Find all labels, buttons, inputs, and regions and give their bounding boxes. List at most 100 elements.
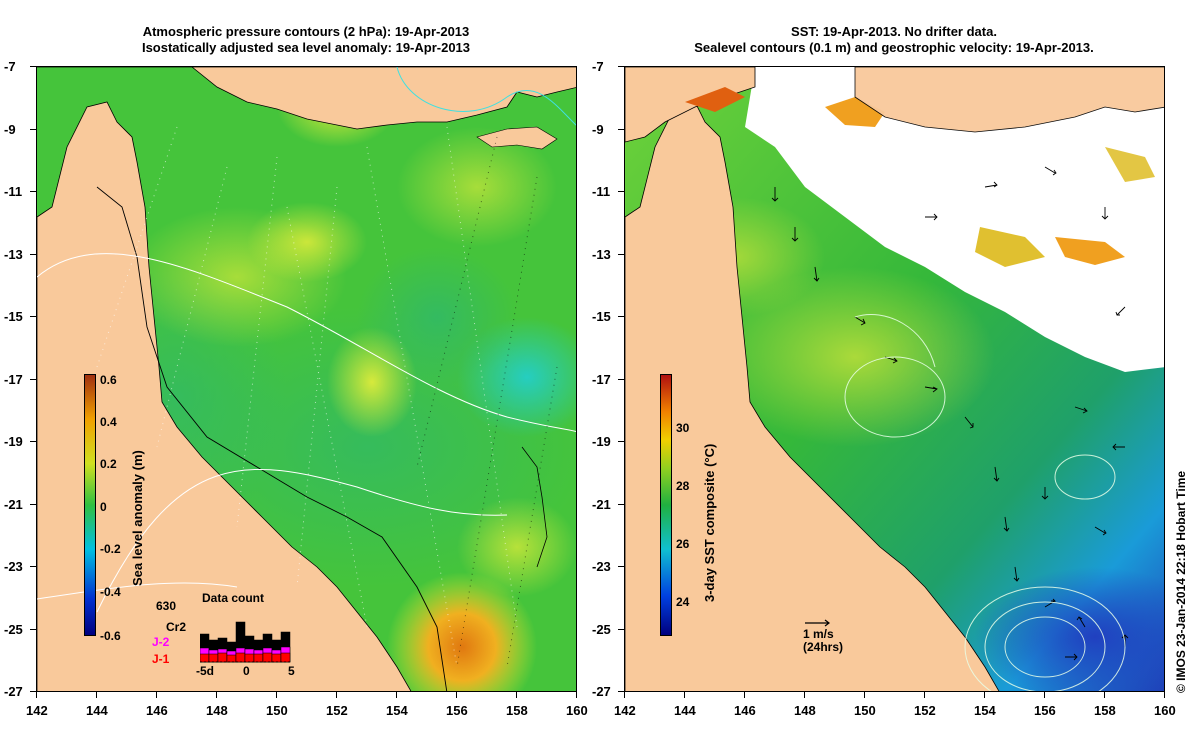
data-count-histogram — [200, 621, 292, 663]
left-title-line1: Atmospheric pressure contours (2 hPa): 1… — [142, 24, 470, 39]
histogram-bar-7-2 — [262, 652, 273, 663]
left-lon-tick-9: 160 — [566, 703, 588, 718]
right-lat-tick-10: -27 — [592, 684, 611, 699]
right-lat-tick-8: -23 — [592, 559, 611, 574]
histogram-bar-0-2 — [200, 653, 210, 663]
data-count-title: Data count — [202, 591, 265, 605]
no-data-region — [745, 67, 1164, 372]
left-lon-tick-3: 148 — [206, 703, 228, 718]
right-lat-tick-0: -7 — [592, 59, 604, 74]
sst-colorbar-tick-3: 24 — [676, 595, 690, 609]
right-lat-tickmark-2 — [618, 191, 624, 192]
right-lat-tickmark-3 — [618, 253, 624, 255]
right-lon-tick-5: 152 — [914, 703, 936, 718]
histogram-bar-6-2 — [253, 653, 264, 663]
velocity-arrows — [771, 166, 1129, 661]
right-lon-tickmark-3 — [804, 692, 805, 698]
left-lat-tickmark-0 — [30, 66, 36, 67]
left-lat-tick-1: -9 — [4, 121, 16, 137]
right-lon-tick-6: 154 — [974, 703, 996, 718]
left-lon-tickmark-3 — [216, 692, 217, 698]
right-lat-tickmark-0 — [618, 66, 624, 67]
histogram-bar-5-2 — [244, 653, 255, 663]
left-lat-tick-4: -15 — [4, 309, 23, 324]
right-lon-tick-9: 160 — [1154, 703, 1176, 718]
right-lon-tick-7: 156 — [1034, 703, 1056, 718]
sea-level-colorbar-tick-1: 0.4 — [100, 415, 117, 429]
right-lon-tickmark-2 — [744, 692, 745, 698]
velocity-scale-line2: (24hrs) — [803, 640, 844, 654]
left-lon-tickmark-1 — [96, 692, 97, 698]
left-lat-tick-3: -13 — [4, 246, 23, 262]
right-title-line1: SST: 19-Apr-2013. No drifter data. — [791, 24, 997, 39]
left-lon-tickmark-5 — [336, 692, 337, 698]
right-lon-tickmark-7 — [1044, 692, 1045, 698]
left-lat-tickmark-8 — [30, 566, 36, 567]
left-lon-tick-0: 142 — [26, 703, 48, 718]
sst-colorbar-tick-1: 28 — [676, 479, 690, 493]
sst-map — [624, 66, 1165, 692]
sea-level-map — [36, 66, 577, 692]
left-title: Atmospheric pressure contours (2 hPa): 1… — [36, 24, 576, 56]
left-lat-tickmark-5 — [30, 378, 36, 380]
histogram-bar-8-2 — [271, 653, 282, 663]
right-lon-tick-1: 144 — [674, 703, 696, 718]
sea-level-colorbar-tick-5: -0.4 — [100, 585, 121, 599]
left-lon-tickmark-6 — [396, 692, 397, 698]
right-lon-tickmark-9 — [1164, 692, 1165, 698]
right-title-line2: Sealevel contours (0.1 m) and geostrophi… — [694, 40, 1094, 55]
right-lat-tickmark-10 — [618, 691, 624, 692]
velocity-scale-label: 1 m/s (24hrs) — [803, 628, 843, 654]
left-lon-tick-4: 150 — [266, 703, 288, 718]
right-lat-tickmark-1 — [618, 128, 624, 130]
new-guinea-landmass — [37, 67, 576, 130]
left-lat-tick-6: -19 — [4, 434, 23, 449]
left-lon-tickmark-7 — [456, 692, 457, 698]
right-lat-tickmark-5 — [618, 378, 624, 380]
right-lon-tick-0: 142 — [614, 703, 636, 718]
right-lon-tick-8: 158 — [1094, 703, 1116, 718]
right-lon-tick-4: 150 — [854, 703, 876, 718]
right-lat-tick-6: -19 — [592, 434, 611, 449]
left-lat-tickmark-7 — [30, 503, 36, 505]
left-lon-tickmark-2 — [156, 692, 157, 698]
right-lon-tickmark-8 — [1104, 692, 1105, 698]
left-lon-tick-8: 158 — [506, 703, 528, 718]
sea-level-colorbar-tick-3: 0 — [100, 500, 107, 514]
left-lon-tick-1: 144 — [86, 703, 108, 718]
left-lat-tickmark-4 — [30, 316, 36, 317]
left-lon-tick-2: 146 — [146, 703, 168, 718]
left-lat-tickmark-1 — [30, 128, 36, 130]
left-title-line2: Isostatically adjusted sea level anomaly… — [141, 40, 471, 55]
sea-level-map-svg — [37, 67, 576, 691]
right-lon-tickmark-5 — [924, 692, 925, 698]
left-lat-tickmark-3 — [30, 253, 36, 255]
imos-credit: © IMOS 23-Jan-2014 22:18 Hobart Time — [1174, 470, 1188, 693]
data-count-xtick-0: -5d — [196, 664, 214, 678]
left-lat-tick-0: -7 — [4, 59, 16, 74]
right-lat-tickmark-6 — [618, 441, 624, 442]
legend-cr2: Cr2 — [166, 620, 187, 634]
data-count-xtick-2: 5 — [288, 664, 295, 678]
right-lon-tickmark-1 — [684, 692, 685, 698]
sst-map-svg — [625, 67, 1164, 691]
right-lon-tickmark-0 — [624, 692, 625, 698]
right-lat-tick-9: -25 — [592, 621, 611, 637]
right-lat-tick-7: -21 — [592, 496, 611, 512]
legend-j1: J-1 — [152, 652, 170, 666]
right-lat-tickmark-9 — [618, 628, 624, 630]
left-lon-tickmark-0 — [36, 692, 37, 698]
data-count-max-label: 630 — [156, 599, 177, 613]
histogram-bar-9-2 — [280, 652, 291, 663]
left-lon-tickmark-9 — [576, 692, 577, 698]
left-lat-tick-10: -27 — [4, 684, 23, 699]
sea-level-colorbar-tick-4: -0.2 — [100, 542, 121, 556]
left-lat-tick-9: -25 — [4, 621, 23, 637]
left-lon-tick-7: 156 — [446, 703, 468, 718]
right-lat-tickmark-7 — [618, 503, 624, 505]
left-lat-tickmark-6 — [30, 441, 36, 442]
left-lat-tickmark-9 — [30, 628, 36, 630]
legend-j2: J-2 — [152, 635, 170, 649]
velocity-scale-arrow — [805, 619, 830, 627]
left-lat-tickmark-2 — [30, 191, 36, 192]
